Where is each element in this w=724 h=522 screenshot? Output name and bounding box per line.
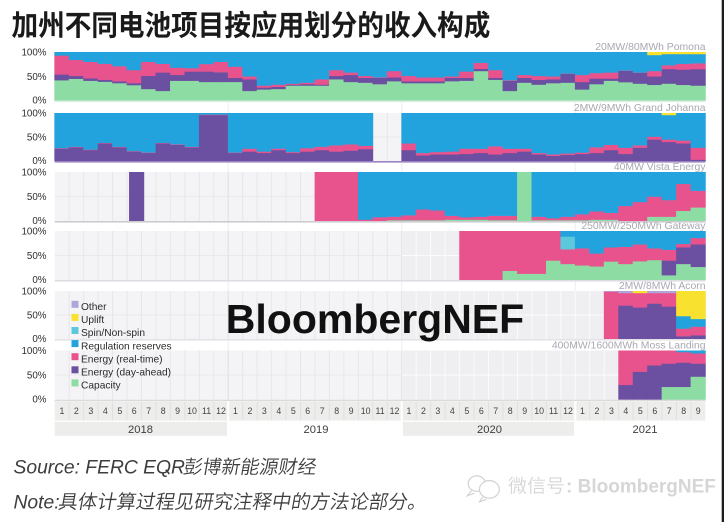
svg-text:Source: FERC EQR: Source: FERC EQR bbox=[14, 458, 186, 479]
svg-text:5: 5 bbox=[117, 406, 122, 416]
svg-text:Spin/Non-spin: Spin/Non-spin bbox=[81, 328, 145, 339]
svg-text:7: 7 bbox=[320, 406, 325, 416]
svg-text:2: 2 bbox=[74, 406, 79, 416]
svg-text:20MW/80MWh Pomona: 20MW/80MWh Pomona bbox=[595, 42, 706, 53]
svg-text:10: 10 bbox=[187, 406, 197, 416]
svg-text:4: 4 bbox=[103, 406, 108, 416]
svg-text:2021: 2021 bbox=[633, 424, 658, 436]
svg-text:2: 2 bbox=[421, 406, 426, 416]
svg-text:2MW/8MWh Acorn: 2MW/8MWh Acorn bbox=[619, 281, 706, 292]
svg-text:2018: 2018 bbox=[128, 424, 153, 436]
svg-text:3: 3 bbox=[609, 406, 614, 416]
svg-text:Uplift: Uplift bbox=[81, 315, 104, 326]
svg-text:Energy (day-ahead): Energy (day-ahead) bbox=[81, 368, 171, 379]
svg-text:BloombergNEF: BloombergNEF bbox=[226, 296, 524, 342]
svg-text:0%: 0% bbox=[32, 334, 46, 345]
svg-text:4: 4 bbox=[450, 406, 455, 416]
svg-text:50%: 50% bbox=[27, 72, 47, 83]
svg-text:12: 12 bbox=[563, 406, 573, 416]
svg-text:Regulation reserves: Regulation reserves bbox=[81, 341, 172, 352]
svg-text:0%: 0% bbox=[32, 395, 46, 406]
svg-text:8: 8 bbox=[508, 406, 513, 416]
svg-text:100%: 100% bbox=[21, 109, 46, 120]
svg-text:100%: 100% bbox=[21, 346, 46, 357]
svg-text:12: 12 bbox=[390, 406, 400, 416]
svg-text:40MW Vista Energy: 40MW Vista Energy bbox=[614, 162, 706, 173]
svg-text:9: 9 bbox=[522, 406, 527, 416]
svg-text:0%: 0% bbox=[32, 275, 46, 286]
svg-text:5: 5 bbox=[464, 406, 469, 416]
svg-text:400MW/1600MWh Moss Landing: 400MW/1600MWh Moss Landing bbox=[552, 340, 706, 351]
svg-text:100%: 100% bbox=[21, 48, 46, 59]
svg-text:10: 10 bbox=[534, 406, 544, 416]
svg-text:Capacity: Capacity bbox=[81, 381, 122, 392]
svg-text:100%: 100% bbox=[21, 227, 46, 238]
svg-text:1: 1 bbox=[407, 406, 412, 416]
svg-text:12: 12 bbox=[216, 406, 226, 416]
svg-text:3: 3 bbox=[435, 406, 440, 416]
svg-text:4: 4 bbox=[276, 406, 281, 416]
svg-text:Energy (real-time): Energy (real-time) bbox=[81, 354, 163, 365]
svg-text:9: 9 bbox=[696, 406, 701, 416]
svg-text:11: 11 bbox=[549, 406, 558, 416]
svg-text:3: 3 bbox=[88, 406, 93, 416]
svg-text:7: 7 bbox=[667, 406, 672, 416]
svg-text:9: 9 bbox=[175, 406, 180, 416]
svg-text:6: 6 bbox=[652, 406, 657, 416]
svg-text:50%: 50% bbox=[27, 311, 47, 322]
svg-text:2: 2 bbox=[594, 406, 599, 416]
svg-text:1: 1 bbox=[59, 406, 64, 416]
svg-text:0%: 0% bbox=[32, 216, 46, 227]
svg-text:6: 6 bbox=[479, 406, 484, 416]
svg-text:50%: 50% bbox=[27, 251, 47, 262]
svg-text:6: 6 bbox=[305, 406, 310, 416]
svg-text:: BloombergNEF: : BloombergNEF bbox=[566, 477, 716, 498]
svg-text:1: 1 bbox=[233, 406, 238, 416]
svg-text:10: 10 bbox=[361, 406, 371, 416]
svg-text:0%: 0% bbox=[32, 156, 46, 167]
svg-text:2MW/9MWh Grand Johanna: 2MW/9MWh Grand Johanna bbox=[574, 103, 706, 114]
svg-text:5: 5 bbox=[638, 406, 643, 416]
svg-text:11: 11 bbox=[202, 406, 211, 416]
svg-text:2019: 2019 bbox=[304, 424, 329, 436]
svg-text:9: 9 bbox=[349, 406, 354, 416]
svg-text:8: 8 bbox=[681, 406, 686, 416]
svg-text:2020: 2020 bbox=[477, 424, 502, 436]
svg-text:250MW/250MWh Gateway: 250MW/250MWh Gateway bbox=[581, 221, 706, 232]
svg-text:Other: Other bbox=[81, 302, 107, 313]
svg-text:5: 5 bbox=[291, 406, 296, 416]
svg-text:100%: 100% bbox=[21, 168, 46, 179]
svg-text:Note:: Note: bbox=[14, 493, 60, 514]
svg-text:1: 1 bbox=[580, 406, 585, 416]
svg-text:4: 4 bbox=[623, 406, 628, 416]
svg-text:8: 8 bbox=[161, 406, 166, 416]
svg-text:7: 7 bbox=[493, 406, 498, 416]
svg-text:7: 7 bbox=[146, 406, 151, 416]
svg-text:8: 8 bbox=[334, 406, 339, 416]
svg-text:50%: 50% bbox=[27, 192, 47, 203]
svg-text:50%: 50% bbox=[27, 133, 47, 144]
svg-text:6: 6 bbox=[132, 406, 137, 416]
svg-text:50%: 50% bbox=[27, 371, 47, 382]
svg-text:0%: 0% bbox=[32, 96, 46, 107]
svg-text:100%: 100% bbox=[21, 287, 46, 298]
svg-text:11: 11 bbox=[375, 406, 384, 416]
svg-text:2: 2 bbox=[247, 406, 252, 416]
svg-text:3: 3 bbox=[262, 406, 267, 416]
